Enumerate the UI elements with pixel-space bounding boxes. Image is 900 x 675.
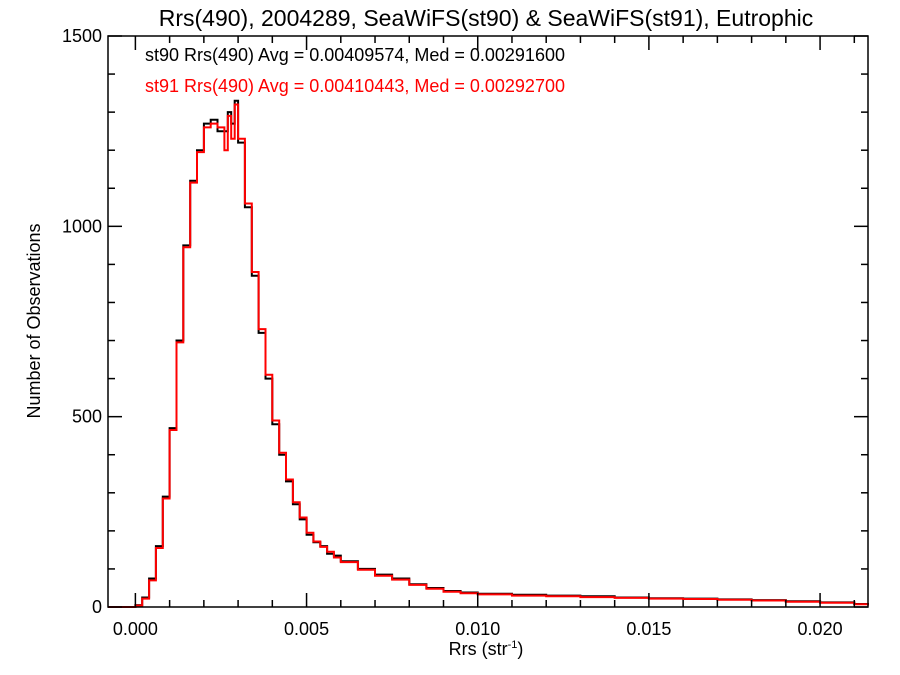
x-tick-label: 0.020: [798, 619, 843, 639]
annotation-st90: st90 Rrs(490) Avg = 0.00409574, Med = 0.…: [145, 45, 565, 65]
annotation-st91: st91 Rrs(490) Avg = 0.00410443, Med = 0.…: [145, 76, 565, 96]
x-axis-label-superscript: -1: [508, 639, 518, 651]
y-tick-label: 500: [72, 407, 102, 427]
x-tick-label: 0.015: [626, 619, 671, 639]
histogram-series-0: [108, 99, 869, 608]
x-axis-label: Rrs (str-1): [449, 639, 524, 659]
y-tick-label: 1500: [62, 26, 102, 46]
y-tick-label: 1000: [62, 216, 102, 236]
chart-title: Rrs(490), 2004289, SeaWiFS(st90) & SeaWi…: [159, 5, 813, 31]
x-tick-label: 0.005: [284, 619, 329, 639]
histogram-series-layer: [108, 99, 869, 608]
plot-frame: [107, 35, 869, 608]
y-tick-label: 0: [92, 597, 102, 617]
x-tick-label: 0.000: [113, 619, 158, 639]
axes-layer: 0.000 0.005 0.010 0.015 0.020 0 500 1000 1500: [62, 26, 869, 639]
y-axis-label: Number of Observations: [24, 223, 44, 418]
histogram-series-1: [108, 103, 869, 608]
x-tick-label: 0.010: [455, 619, 500, 639]
